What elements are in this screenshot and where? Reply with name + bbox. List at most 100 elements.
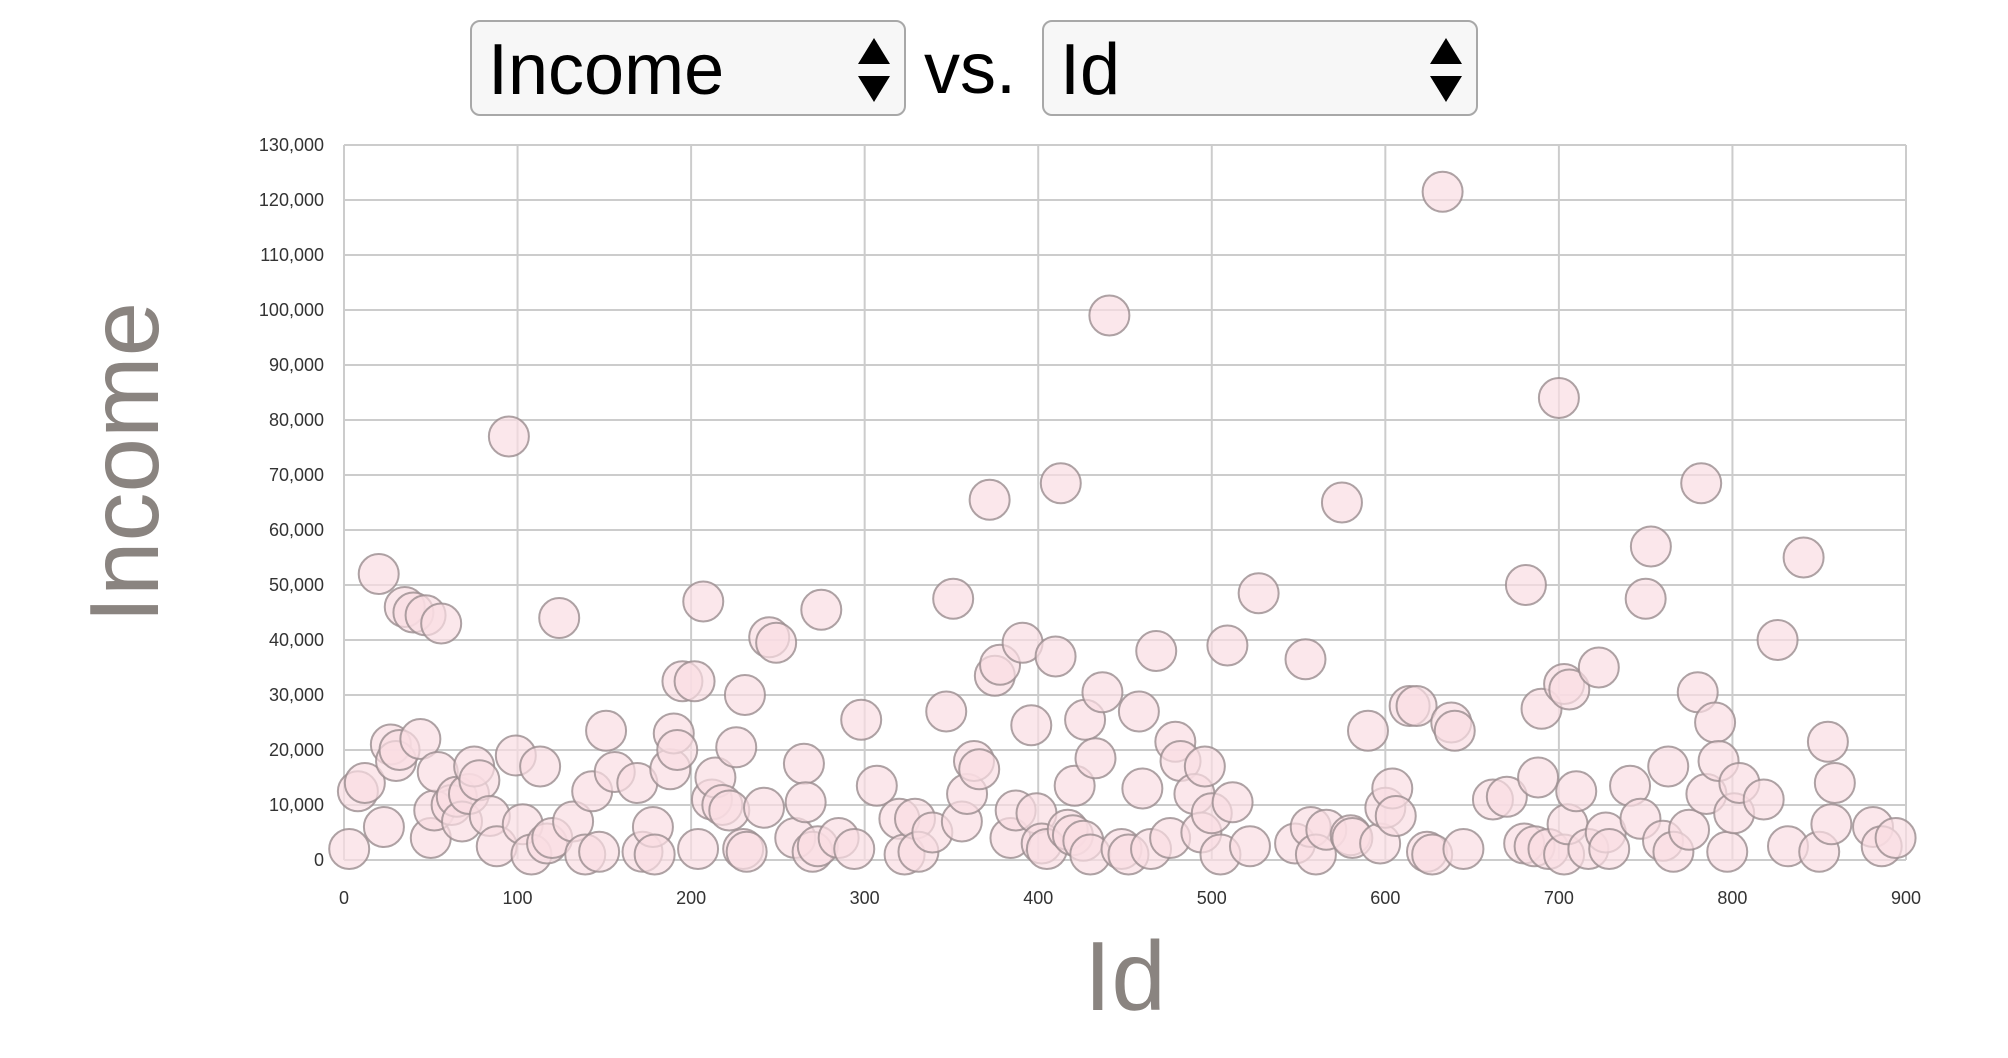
x-tick-label: 200 [676,888,706,908]
x-tick-label: 400 [1023,888,1053,908]
data-point [968,478,1011,521]
data-point [1228,825,1271,868]
data-point [1874,817,1917,859]
data-point [487,415,530,458]
data-point [1756,619,1799,661]
data-point [1629,525,1672,568]
data-point [682,580,725,623]
data-point [1647,745,1690,788]
data-point [1039,462,1082,505]
data-point [1742,778,1785,821]
data-point [458,759,501,802]
data-point [1074,737,1117,780]
data-point [328,828,371,870]
y-tick-label: 80,000 [269,410,324,430]
y-tick-label: 120,000 [259,190,324,210]
y-tick-label: 70,000 [269,465,324,485]
y-variable-select-value: Income [488,30,725,110]
data-point [1668,808,1711,851]
data-point [399,718,442,760]
axis-controls: Income vs. Id [0,0,2008,130]
x-axis-ticks: 0 100 200 300 400 500 600 700 800 900 [339,888,1921,908]
data-point [633,833,676,876]
data-point [925,690,968,733]
data-point [1810,803,1853,846]
data-point [1588,828,1631,870]
data-point [1548,668,1591,711]
data-point [1010,704,1053,747]
y-tick-label: 110,000 [260,245,324,265]
data-point [723,674,766,716]
data-point [538,597,581,639]
data-point [677,828,720,870]
data-point [1555,770,1598,813]
data-point [1121,767,1164,810]
data-point [932,577,975,620]
data-point [1694,701,1737,744]
data-point [578,830,621,873]
data-point [1395,685,1438,727]
data-point [1183,745,1226,788]
data-point [755,621,798,664]
data-point [1117,690,1160,733]
data-point [782,742,825,785]
y-tick-label: 30,000 [269,685,324,705]
x-axis-title: Id [1084,921,1166,1031]
data-point [1034,635,1077,678]
data-point [357,553,400,595]
data-point [743,786,786,829]
data-point [1680,462,1723,505]
data-point [1577,646,1620,689]
x-tick-label: 300 [850,888,880,908]
y-tick-label: 60,000 [269,520,324,540]
x-variable-select-value: Id [1060,30,1121,110]
x-tick-label: 0 [339,888,349,908]
data-point [1346,709,1389,752]
data-point [1081,671,1124,714]
data-point [1813,762,1856,804]
y-tick-label: 90,000 [269,355,324,375]
data-point [362,806,405,848]
data-point [1237,572,1280,615]
data-point [519,745,562,788]
y-tick-label: 50,000 [269,575,324,595]
y-tick-label: 130,000 [259,135,324,155]
x-tick-label: 500 [1197,888,1227,908]
data-point [1517,756,1560,799]
x-tick-label: 900 [1891,888,1921,908]
data-point [1374,795,1417,837]
data-point [1211,781,1254,824]
vs-label: vs. [924,29,1017,109]
y-tick-label: 40,000 [269,630,324,650]
data-point [725,830,768,873]
x-tick-label: 700 [1544,888,1574,908]
data-point [800,588,843,631]
data-point [833,828,876,870]
sort-arrows-icon [1430,38,1462,102]
data-point [1706,830,1749,873]
data-point [1421,170,1464,213]
data-point [585,709,628,752]
y-tick-label: 0 [314,850,324,870]
y-axis-title: Income [69,302,179,623]
data-point [855,764,898,807]
x-variable-select[interactable]: Id [1042,20,1478,116]
data-point [1088,294,1131,337]
y-axis-ticks: 0 10,000 20,000 30,000 40,000 50,000 60,000 70,… [259,135,324,870]
data-point [1206,624,1249,667]
data-point [1320,481,1363,524]
data-point [1806,720,1849,763]
data-points [328,170,1917,876]
y-variable-select[interactable]: Income [470,20,906,116]
y-tick-label: 10,000 [269,795,324,815]
x-tick-label: 600 [1370,888,1400,908]
data-point [1537,377,1580,419]
data-point [958,748,1001,791]
data-point [1485,775,1528,818]
data-point [1504,564,1547,606]
data-point [656,729,699,771]
data-point [1624,577,1667,620]
x-tick-label: 100 [503,888,533,908]
x-tick-label: 800 [1717,888,1747,908]
